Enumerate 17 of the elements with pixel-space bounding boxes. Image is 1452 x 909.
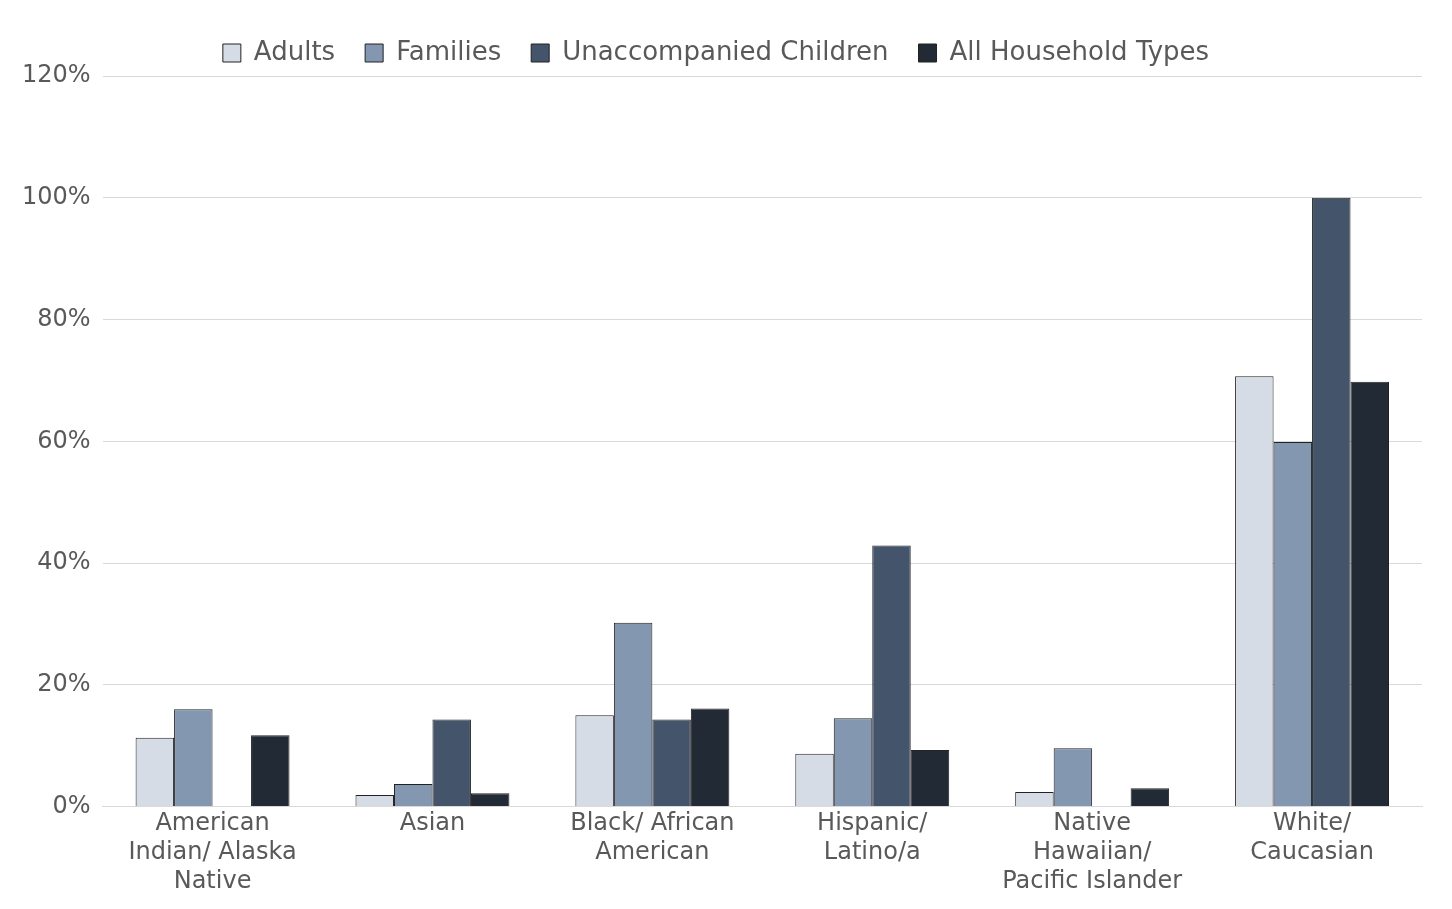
y-tick-label: 60% bbox=[37, 425, 91, 454]
y-tick-label: 20% bbox=[37, 669, 91, 698]
legend-label: Unaccompanied Children bbox=[562, 35, 889, 66]
legend-label: Families bbox=[396, 35, 502, 66]
x-tick-label: Hispanic/ Latino/a bbox=[817, 808, 929, 866]
legend-label: Adults bbox=[253, 35, 336, 66]
x-tick-label: Black/ African American bbox=[570, 808, 735, 866]
y-tick-label: 80% bbox=[37, 303, 91, 332]
x-tick-label: American Indian/ Alaska Native bbox=[128, 808, 297, 894]
y-tick-label: 40% bbox=[37, 547, 91, 576]
x-tick-label: White/ Caucasian bbox=[1250, 808, 1374, 866]
y-tick-label: 100% bbox=[21, 182, 91, 210]
y-tick-label: 120% bbox=[21, 60, 91, 89]
y-tick-label: 0% bbox=[52, 790, 91, 819]
legend-label: All Household Types bbox=[949, 35, 1210, 66]
x-tick-label: Native Hawaiian/ Pacific Islander bbox=[1002, 808, 1183, 894]
x-tick-label: Asian bbox=[399, 808, 466, 837]
